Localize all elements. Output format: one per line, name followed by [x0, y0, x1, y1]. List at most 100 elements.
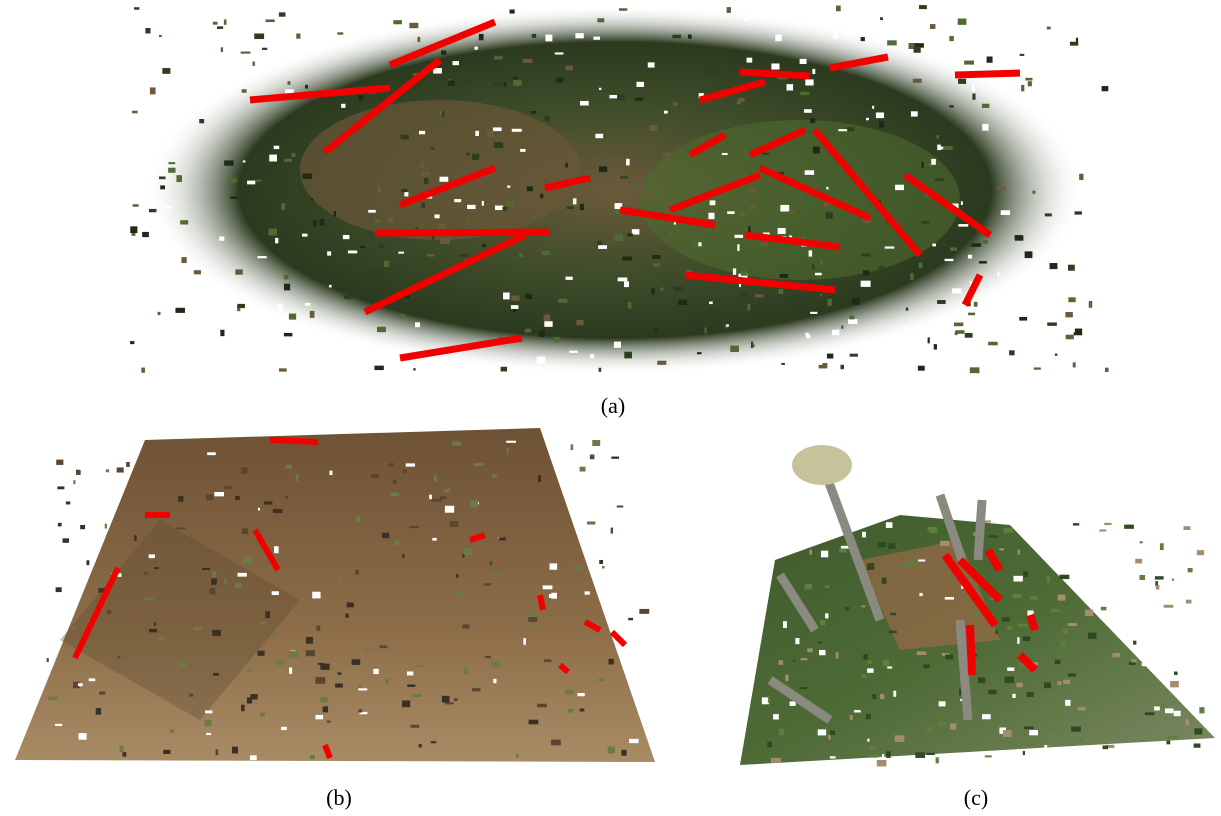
texture-speck — [257, 650, 265, 656]
texture-speck — [825, 212, 833, 219]
texture-speck — [1099, 529, 1107, 532]
texture-speck — [212, 21, 218, 25]
texture-speck — [895, 184, 905, 191]
texture-speck — [870, 754, 878, 758]
texture-speck — [611, 586, 618, 592]
texture-speck — [800, 657, 808, 661]
texture-speck — [166, 54, 169, 58]
texture-speck — [1029, 730, 1038, 736]
texture-speck — [879, 32, 887, 36]
texture-speck — [168, 167, 176, 173]
texture-speck — [159, 34, 162, 38]
texture-speck — [872, 693, 877, 700]
texture-speck — [454, 199, 462, 203]
texture-speck — [1087, 632, 1097, 639]
texture-speck — [247, 180, 256, 185]
texture-speck — [577, 692, 585, 697]
texture-speck — [95, 708, 102, 715]
texture-speck — [181, 257, 187, 264]
texture-speck — [528, 719, 539, 725]
texture-speck — [462, 80, 470, 83]
texture-speck — [143, 571, 148, 575]
texture-speck — [921, 220, 930, 224]
texture-speck — [939, 540, 950, 546]
texture-speck — [407, 363, 411, 367]
texture-speck — [141, 367, 145, 373]
texture-speck — [988, 689, 997, 695]
texture-speck — [737, 244, 740, 251]
texture-speck — [852, 12, 857, 18]
texture-speck — [915, 336, 921, 340]
texture-speck — [281, 203, 286, 210]
texture-speck — [844, 606, 850, 611]
texture-speck — [154, 283, 162, 289]
texture-speck — [242, 556, 253, 564]
texture-speck — [193, 270, 201, 275]
texture-speck — [316, 625, 321, 631]
texture-speck — [1027, 610, 1034, 617]
texture-speck — [708, 212, 715, 220]
texture-speck — [235, 582, 242, 588]
texture-speck — [779, 273, 789, 278]
texture-speck — [886, 751, 891, 758]
texture-speck — [507, 185, 511, 188]
texture-speck — [730, 345, 739, 352]
texture-speck — [937, 144, 941, 151]
texture-speck — [525, 293, 533, 300]
texture-speck — [974, 654, 978, 657]
texture-speck — [338, 576, 342, 582]
texture-speck — [105, 469, 110, 473]
texture-speck — [609, 95, 618, 99]
texture-speck — [134, 7, 140, 10]
texture-speck — [1148, 536, 1158, 542]
texture-speck — [598, 87, 602, 90]
texture-speck — [1076, 60, 1083, 67]
texture-speck — [780, 204, 790, 212]
texture-speck — [860, 37, 865, 42]
texture-speck — [71, 626, 76, 629]
texture-speck — [878, 121, 885, 128]
texture-speck — [767, 741, 773, 748]
texture-speck — [510, 305, 519, 309]
texture-speck — [1009, 350, 1015, 356]
texture-speck — [1013, 575, 1023, 582]
texture-speck — [1001, 48, 1008, 51]
texture-speck — [1007, 667, 1015, 671]
texture-speck — [159, 176, 166, 180]
texture-speck — [564, 689, 574, 695]
texture-speck — [988, 341, 998, 346]
texture-speck — [400, 134, 410, 140]
texture-speck — [805, 332, 809, 336]
texture-speck — [1161, 704, 1165, 708]
texture-speck — [1018, 663, 1027, 667]
texture-speck — [415, 664, 424, 668]
texture-speck — [755, 294, 764, 298]
texture-speck — [77, 683, 83, 687]
texture-speck — [799, 687, 808, 690]
texture-speck — [73, 480, 76, 485]
texture-speck — [624, 281, 629, 288]
texture-speck — [950, 723, 957, 730]
texture-speck — [544, 115, 550, 122]
texture-speck — [271, 591, 279, 595]
texture-speck — [595, 133, 604, 139]
texture-speck — [826, 186, 829, 190]
texture-speck — [205, 494, 214, 501]
texture-speck — [568, 708, 574, 713]
texture-speck — [154, 567, 159, 570]
texture-speck — [257, 256, 267, 259]
texture-speck — [704, 327, 707, 334]
texture-speck — [551, 739, 561, 746]
texture-speck — [462, 624, 470, 629]
texture-speck — [343, 295, 351, 300]
texture-speck — [983, 520, 991, 523]
texture-speck — [273, 145, 280, 150]
texture-speck — [265, 611, 271, 619]
texture-speck — [1047, 322, 1057, 326]
texture-speck — [304, 302, 311, 306]
texture-speck — [982, 240, 988, 244]
texture-speck — [1068, 297, 1076, 303]
texture-speck — [663, 110, 668, 114]
texture-speck — [935, 178, 944, 182]
